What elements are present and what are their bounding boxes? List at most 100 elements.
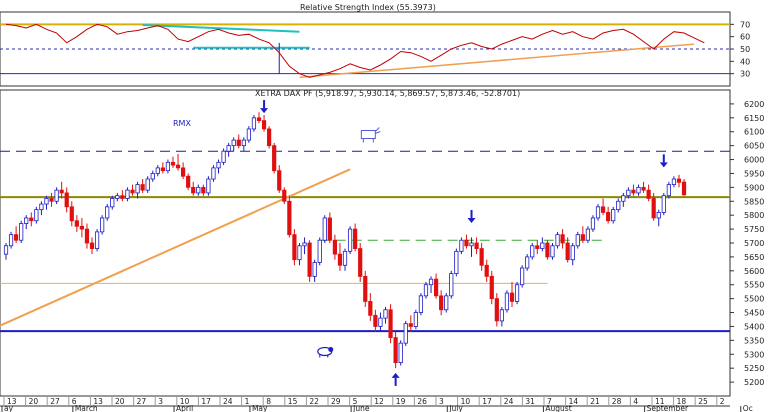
price-tick-label: 5200 (744, 378, 764, 387)
candle-body (626, 189, 631, 197)
x-tick-label: 17 (482, 397, 492, 406)
price-tick-label: 5550 (744, 281, 764, 290)
x-axis: 13 20 27 6 13 20 27 3 10 17 24 1 8 15 22 29 5 12 19 26 3 10 17… (0, 396, 753, 412)
x-tick-label: 3 (439, 397, 444, 406)
month-label: August (545, 404, 571, 412)
month-label: June (352, 404, 370, 412)
candle-body (439, 295, 444, 311)
candle-body (277, 170, 282, 191)
x-tick-label: 21 (590, 397, 600, 406)
candle-body (413, 312, 418, 327)
x-tick-label: 2 (720, 397, 725, 406)
candle-body (575, 234, 580, 247)
price-tick-label: 5500 (744, 295, 764, 304)
x-tick-label: 14 (569, 397, 579, 406)
candle-body (454, 250, 459, 275)
rsi-tick-label: 70 (740, 20, 750, 29)
candle-body (504, 292, 510, 311)
candle-body (671, 178, 677, 185)
price-tick-label: 6000 (744, 156, 764, 165)
x-tick-label: 7 (547, 397, 552, 406)
arrow-down-head (467, 217, 476, 223)
candle-body (8, 234, 14, 247)
candle-body (69, 206, 74, 222)
arrow-down-head (659, 162, 668, 168)
candle-body (216, 161, 221, 169)
price-tick-label: 5250 (744, 364, 764, 373)
bear-icon (317, 346, 334, 358)
x-tick-label: 29 (331, 397, 341, 406)
candle-body (469, 242, 474, 247)
rsi-panel: 70 60 50 40 30 (0, 11, 750, 87)
x-tick-label: 15 (288, 397, 298, 406)
x-tick-label: 31 (525, 397, 535, 406)
candle-body (327, 217, 332, 241)
candle-body (514, 284, 520, 302)
price-tick-label: 5400 (744, 322, 764, 331)
x-tick-label: 27 (50, 397, 60, 406)
candle-body (226, 145, 231, 152)
candle-body (676, 178, 682, 183)
candle-body (383, 309, 388, 319)
x-tick-label: 5 (353, 397, 358, 406)
x-tick-label: 27 (137, 397, 147, 406)
candle-body (287, 200, 292, 236)
candle-body (585, 228, 591, 241)
candle-body (221, 150, 226, 163)
candle-body (292, 234, 297, 261)
candle-body (39, 203, 44, 211)
price-tick-label: 5600 (744, 267, 764, 276)
candle-body (449, 273, 454, 297)
rsi-title: Relative Strength Index (55.3973) (300, 3, 436, 12)
candle-body (590, 217, 596, 230)
x-tick-label: 10 (180, 397, 190, 406)
candle-body (201, 186, 206, 194)
rsi-trend-teal (142, 23, 300, 33)
candle-body (165, 161, 171, 172)
candle-body (64, 192, 69, 208)
candle-body (525, 256, 530, 269)
price-tick-label: 5850 (744, 197, 764, 206)
price-tick-label: 5650 (744, 253, 764, 262)
price-tick-label: 5300 (744, 350, 764, 359)
price-tick-label: 5750 (744, 225, 764, 234)
candle-body (398, 342, 403, 364)
candle-body (105, 206, 110, 219)
candle-body (444, 295, 449, 311)
candle-body (433, 278, 439, 297)
price-tick-label: 5350 (744, 336, 764, 345)
candle-body (125, 189, 130, 199)
price-tick-label: 6150 (744, 114, 764, 123)
candle-body (479, 248, 484, 266)
price-tick-label: 5700 (744, 239, 764, 248)
rsi-tick-label: 50 (740, 45, 750, 54)
candle-body (272, 145, 277, 172)
x-tick-label: 13 (93, 397, 103, 406)
candle-body (100, 217, 105, 233)
candle-body (666, 184, 671, 197)
x-tick-label: 28 (612, 397, 622, 406)
candle-body (646, 189, 651, 199)
candle-body (140, 184, 145, 191)
x-tick-label: 6 (72, 397, 77, 406)
candle-body (241, 139, 246, 147)
candle-body (261, 120, 267, 130)
candle-body (520, 267, 525, 286)
price-tick-label: 5450 (744, 309, 764, 318)
candle-body (34, 209, 39, 222)
month-label: Oc (743, 404, 753, 412)
candle-body (474, 242, 479, 249)
x-tick-label: 24 (223, 397, 233, 406)
candle-body (489, 275, 494, 300)
candle-body (297, 245, 302, 261)
candle-body (49, 198, 54, 202)
candle-body (180, 167, 186, 177)
candle-body (130, 189, 135, 194)
price-tick-label: 6100 (744, 128, 764, 137)
candle-body (408, 323, 413, 327)
candle-body (600, 206, 606, 213)
candle-body (368, 301, 373, 316)
month-label: ay (4, 404, 14, 412)
x-tick-label: 12 (374, 397, 384, 406)
candle-body (3, 245, 9, 255)
